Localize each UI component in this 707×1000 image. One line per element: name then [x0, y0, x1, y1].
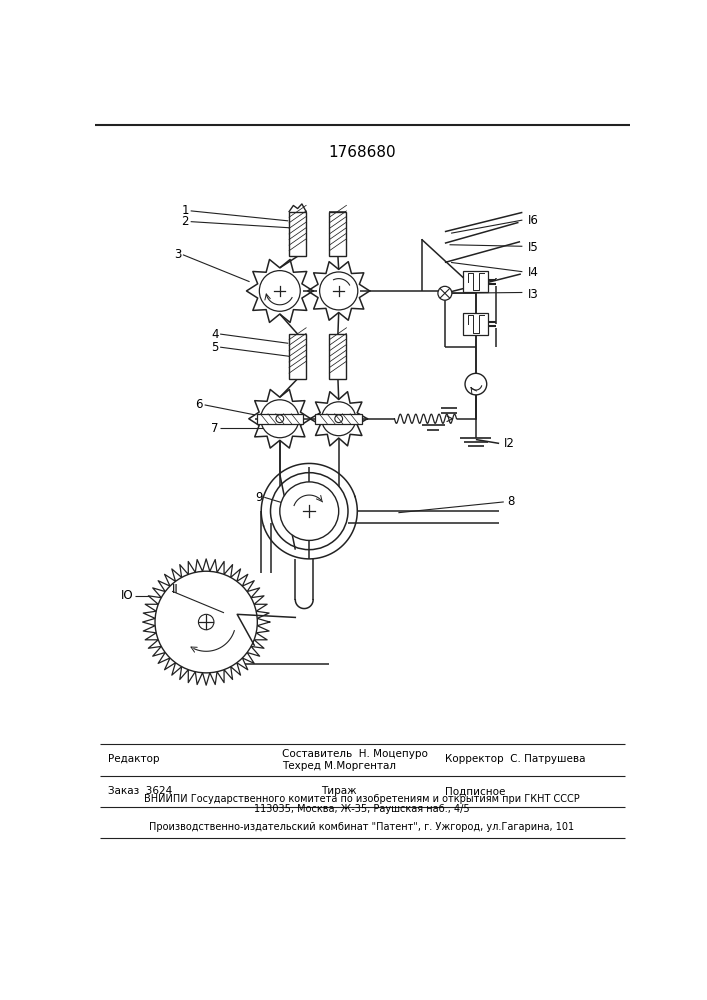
Circle shape: [280, 482, 339, 540]
Circle shape: [199, 614, 214, 630]
Text: 2: 2: [182, 215, 189, 228]
Bar: [289, 212, 306, 256]
Text: ВНИИПИ Государственного комитета по изобретениям и открытиям при ГКНТ СССР: ВНИИПИ Государственного комитета по изоб…: [144, 794, 580, 804]
Text: 4: 4: [211, 328, 218, 341]
Text: 113035, Москва, Ж-35, Раушская наб., 4/5: 113035, Москва, Ж-35, Раушская наб., 4/5: [254, 804, 469, 814]
Text: 5: 5: [211, 341, 218, 354]
Text: Составитель  Н. Моцепуро: Составитель Н. Моцепуро: [282, 749, 428, 759]
Bar: [464, 313, 489, 335]
Bar: [315, 414, 362, 424]
Text: Подписное: Подписное: [445, 786, 506, 796]
Text: 1768680: 1768680: [328, 145, 396, 160]
Circle shape: [438, 286, 452, 300]
Bar: [329, 212, 346, 256]
Text: I5: I5: [528, 241, 539, 254]
Text: Корректор  С. Патрушева: Корректор С. Патрушева: [445, 754, 585, 764]
Text: II: II: [172, 583, 179, 596]
Bar: [289, 334, 306, 379]
Text: 7: 7: [211, 422, 218, 434]
Text: 1: 1: [182, 204, 189, 217]
Circle shape: [276, 415, 284, 423]
Text: I6: I6: [528, 214, 539, 227]
Bar: [257, 414, 303, 424]
Text: I2: I2: [504, 437, 515, 450]
Text: Производственно-издательский комбинат "Патент", г. Ужгород, ул.Гагарина, 101: Производственно-издательский комбинат "П…: [149, 822, 575, 832]
Circle shape: [320, 272, 358, 310]
Circle shape: [335, 415, 343, 423]
Circle shape: [259, 271, 300, 311]
Circle shape: [465, 373, 486, 395]
Text: I3: I3: [528, 288, 539, 301]
Text: Редактор: Редактор: [107, 754, 159, 764]
Circle shape: [322, 402, 356, 436]
Text: IO: IO: [121, 589, 134, 602]
Bar: [329, 334, 346, 379]
Text: 9: 9: [255, 491, 263, 504]
Circle shape: [155, 571, 257, 673]
Circle shape: [271, 473, 348, 550]
Text: Тираж: Тираж: [321, 786, 356, 796]
Text: 6: 6: [196, 398, 203, 411]
Text: 8: 8: [507, 495, 514, 508]
Circle shape: [261, 400, 299, 438]
Bar: [464, 271, 489, 292]
Text: 3: 3: [174, 248, 182, 261]
Text: Заказ  3624: Заказ 3624: [107, 786, 172, 796]
Text: Техред М.Моргентал: Техред М.Моргентал: [282, 761, 396, 771]
Text: I4: I4: [528, 266, 539, 279]
